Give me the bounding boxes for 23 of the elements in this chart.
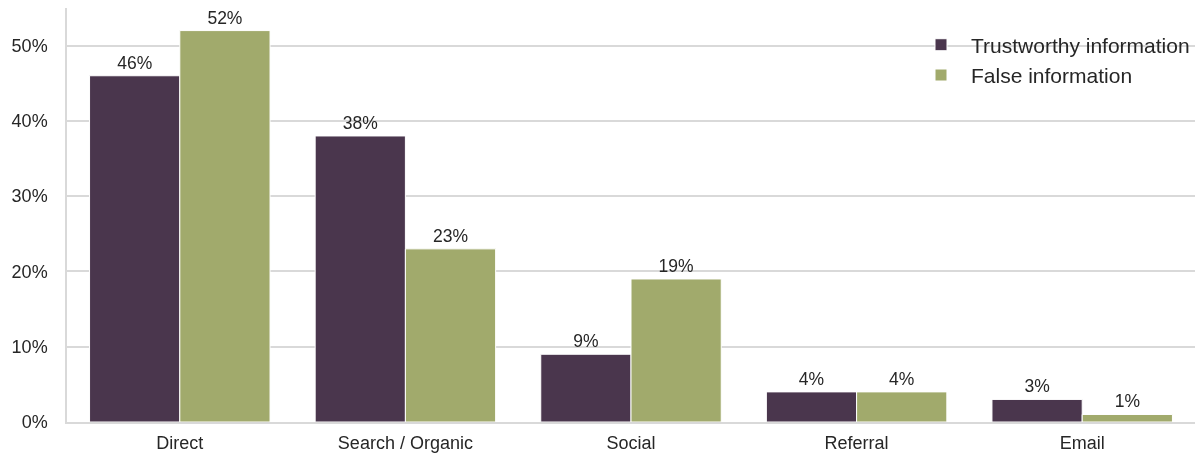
- x-tick-label: Search / Organic: [337, 433, 473, 454]
- data-label: 23%: [433, 225, 469, 246]
- data-label: 4%: [889, 368, 915, 389]
- data-label: 1%: [1114, 391, 1140, 412]
- legend-label: Trustworthy information: [971, 33, 1190, 57]
- y-tick-label: 40%: [11, 111, 48, 132]
- data-label: 52%: [207, 7, 243, 28]
- y-tick-label: 0%: [21, 412, 48, 433]
- data-label: 46%: [117, 52, 153, 73]
- data-label: 38%: [342, 112, 378, 133]
- y-tick-label: 10%: [11, 337, 48, 358]
- y-tick-label: 50%: [11, 35, 48, 56]
- data-label: 3%: [1024, 376, 1050, 397]
- y-tick-label: 20%: [11, 261, 48, 282]
- data-label: 4%: [798, 368, 825, 389]
- x-tick-label: Direct: [156, 433, 204, 454]
- x-tick-label: Email: [1059, 433, 1105, 454]
- data-label: 19%: [658, 255, 694, 276]
- x-tick-label: Referral: [824, 433, 889, 454]
- y-tick-label: 30%: [11, 186, 48, 207]
- data-label: 9%: [573, 331, 599, 352]
- x-tick-label: Social: [606, 433, 656, 454]
- legend-label: False information: [971, 64, 1133, 88]
